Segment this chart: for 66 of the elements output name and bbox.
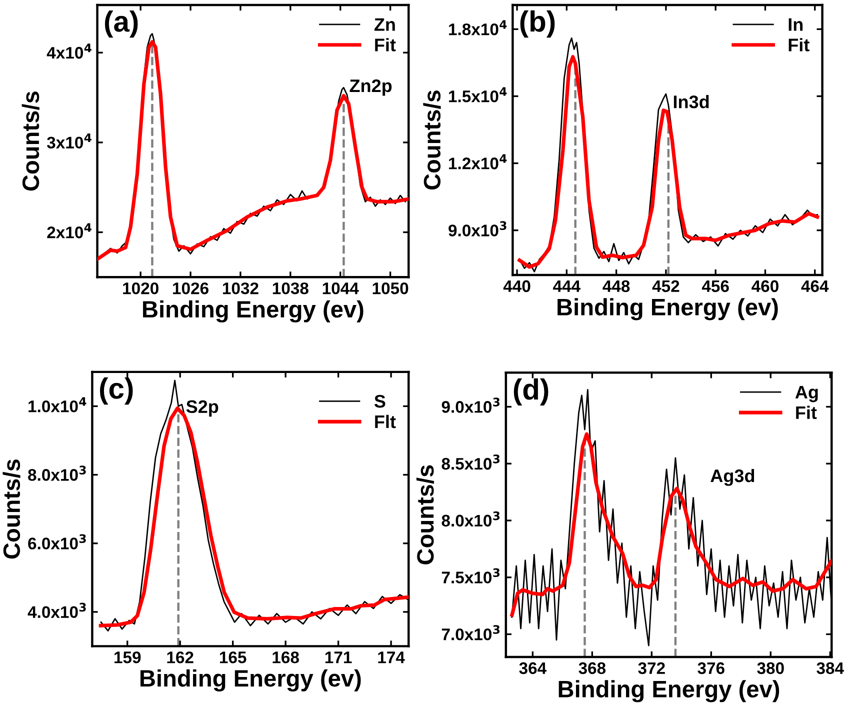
x-tick-label: 364 <box>519 662 546 674</box>
y-tick-label: 2x10$^{4}$ <box>47 223 92 238</box>
annotation: Zn2p <box>350 79 392 96</box>
x-axis-title: Binding Energy (ev) <box>558 680 780 702</box>
y-axis-title: Counts/s <box>416 465 434 564</box>
y-tick-label: 6.0x10$^{3}$ <box>28 534 86 550</box>
x-tick-label: 171 <box>325 652 352 664</box>
x-tick-label: 1044 <box>322 282 359 294</box>
y-tick-label: 3x10$^{4}$ <box>46 133 92 149</box>
legend-label: Fit <box>788 38 810 52</box>
x-tick-label: 440 <box>503 280 530 292</box>
legend-label: Fit <box>375 38 396 52</box>
chart-title: (a) <box>104 10 138 38</box>
x-tick-label: 1050 <box>372 282 408 294</box>
x-tick-label: 174 <box>378 652 405 664</box>
x-tick-label: 380 <box>757 662 784 674</box>
x-tick-label: 452 <box>652 280 680 292</box>
y-tick-label: 7.5x10$^{3}$ <box>442 568 500 584</box>
y-axis-title: Counts/s <box>423 90 441 190</box>
y-tick-label: 1.8x10$^{4}$ <box>449 20 507 36</box>
legend-label: Flt <box>375 414 396 428</box>
y-tick-label: 4.0x10$^{3}$ <box>28 602 86 618</box>
legend-label: In <box>788 18 803 31</box>
y-axis-title: Counts/s <box>22 92 40 191</box>
x-tick-label: 456 <box>702 280 729 292</box>
x-tick-label: 168 <box>272 652 299 664</box>
x-tick-label: 384 <box>816 662 844 674</box>
x-tick-label: 1020 <box>123 282 158 294</box>
annotation: S2p <box>186 400 218 417</box>
x-axis-title: Binding Energy (ev) <box>140 669 361 692</box>
legend-label: Zn <box>374 18 395 31</box>
chart-title: (c) <box>100 377 133 405</box>
annotation: Ag3d <box>710 468 754 486</box>
y-tick-label: 7.0x10$^{3}$ <box>442 625 500 640</box>
y-axis-title: Counts/s <box>2 460 20 559</box>
chart-title: (d) <box>514 378 548 406</box>
y-tick-label: 1.2x10$^{4}$ <box>449 154 507 170</box>
legend-label: S <box>374 394 386 408</box>
x-tick-label: 376 <box>698 662 724 674</box>
x-tick-label: 448 <box>602 280 630 292</box>
y-tick-label: 1.5x10$^{4}$ <box>449 87 507 102</box>
y-tick-label: 8.0x10$^{3}$ <box>28 466 86 481</box>
x-axis-title: Binding Energy (ev) <box>143 300 364 322</box>
y-tick-label: 8.0x10$^{3}$ <box>442 511 500 527</box>
x-tick-label: 444 <box>553 280 580 292</box>
y-tick-label: 1.0x10$^{4}$ <box>28 397 86 412</box>
x-axis-title: Binding Energy (ev) <box>558 298 778 320</box>
line-series <box>510 432 832 617</box>
annotation: In3d <box>674 95 709 108</box>
legend-label: Ag <box>795 386 818 402</box>
x-tick-label: 1026 <box>173 282 208 294</box>
chart-title: (b) <box>520 10 555 38</box>
y-tick-label: 9.0x10$^{3}$ <box>448 221 506 236</box>
x-tick-label: 464 <box>801 280 829 292</box>
x-tick-label: 460 <box>752 280 778 292</box>
x-tick-label: 368 <box>578 662 606 674</box>
y-tick-label: 9.0x10$^{3}$ <box>442 398 500 413</box>
y-tick-label: 4x10$^{4}$ <box>46 44 92 59</box>
legend-label: Fit <box>796 406 817 420</box>
x-tick-label: 165 <box>220 652 246 664</box>
x-tick-label: 1032 <box>222 282 258 294</box>
y-tick-label: 8.5x10$^{3}$ <box>442 454 500 470</box>
x-tick-label: 162 <box>167 652 194 664</box>
x-tick-label: 1038 <box>272 282 308 294</box>
x-tick-label: 372 <box>638 662 665 674</box>
x-tick-label: 159 <box>114 652 141 664</box>
